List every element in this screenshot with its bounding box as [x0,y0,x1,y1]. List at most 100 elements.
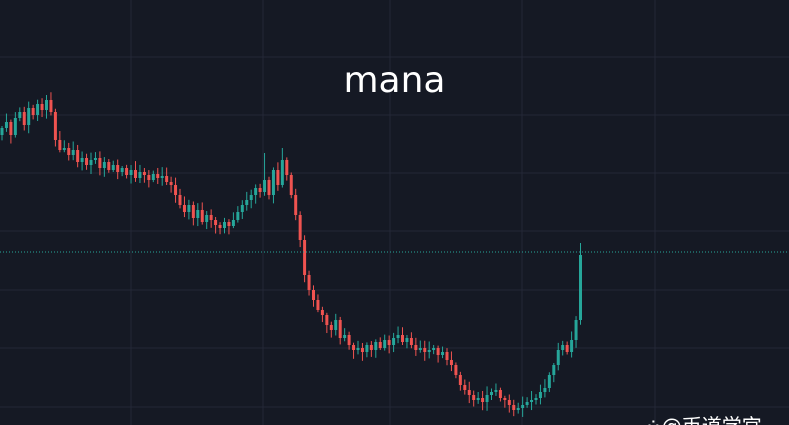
candle-body [294,195,298,215]
candle-body [231,220,235,226]
candle-body [498,390,502,398]
candle-body [62,148,66,150]
candle-body [174,185,178,195]
candle-body [169,182,173,185]
candle-body [329,325,333,330]
candle-body [120,168,124,172]
candle-body [441,352,445,355]
candle-body [89,160,93,165]
candle-body [218,225,222,228]
candle-body [432,348,436,350]
candle-body [365,345,369,352]
candle-body [445,352,449,360]
candle-body [205,215,209,222]
candle-body [570,340,574,352]
candle-body [76,150,80,162]
candle-body [490,392,493,395]
candle-body [151,174,155,180]
candle-body [236,212,240,220]
candle-body [142,172,146,175]
candle-body [472,395,476,400]
candle-body [223,222,226,228]
candle-body [249,195,253,200]
candle-body [147,175,151,180]
candle-body [138,172,142,178]
candle-body [392,338,396,345]
candle-body [485,395,489,402]
candle-body [356,348,360,350]
candle-body [271,170,275,195]
candle-body [227,222,231,226]
candle-body [401,335,404,342]
candle-body [80,158,84,162]
watermark-text: @币道学宫 [662,414,762,425]
candle-body [9,122,13,135]
candle-body [67,148,71,155]
candle-body [338,320,342,338]
candle-body [31,108,35,115]
candle-body [538,392,542,398]
candle-body [22,112,26,125]
candle-body [196,210,200,218]
candle-body [494,390,498,392]
candle-body [187,205,191,212]
candle-body [107,162,111,170]
candle-body [156,174,160,178]
candle-body [53,112,57,140]
candle-body [436,348,440,355]
candle-body [160,176,164,178]
candle-body [40,104,44,110]
candle-body [267,180,271,195]
candle-body [579,255,582,320]
paw-icon: ⁘ [645,414,662,425]
candle-body [258,188,262,192]
candle-body [561,345,565,350]
candle-body [200,210,204,222]
candle-body [303,240,307,275]
candle-body [111,165,115,170]
candle-body [347,335,351,345]
candle-body [240,205,244,212]
candle-body [58,140,62,150]
candle-body [254,188,258,195]
candle-body [512,405,516,410]
candle-body [280,160,284,185]
candle-body [463,385,467,390]
candle-body [182,205,186,212]
candle-body [423,348,427,352]
candle-body [467,390,471,395]
candle-body [4,122,8,128]
chart-title: mana [343,60,446,101]
candle-body [191,205,195,218]
candle-body [454,365,458,375]
candle-body [543,388,547,392]
candle-body [565,345,569,352]
candle-body [45,100,48,110]
candle-body [418,348,422,350]
candle-body [165,176,169,182]
candle-body [521,405,525,408]
candle-body [13,118,17,135]
candle-body [574,320,578,340]
candle-body [516,408,520,410]
candle-body [534,398,538,400]
watermark: ⁘@币道学宫 [645,410,762,425]
candle-body [458,375,462,385]
candle-body [134,170,137,178]
candle-body [245,200,249,205]
candle-body [276,170,280,185]
candle-body [27,108,31,125]
candle-body [0,128,4,135]
candle-body [116,165,120,172]
candle-body [369,345,373,350]
candle-body [405,338,409,342]
candle-body [102,162,106,168]
candle-body [98,158,102,168]
candle-body [49,100,53,112]
candle-body [396,335,400,338]
candle-body [481,398,485,402]
candle-body [178,195,182,205]
candle-body [387,340,391,345]
